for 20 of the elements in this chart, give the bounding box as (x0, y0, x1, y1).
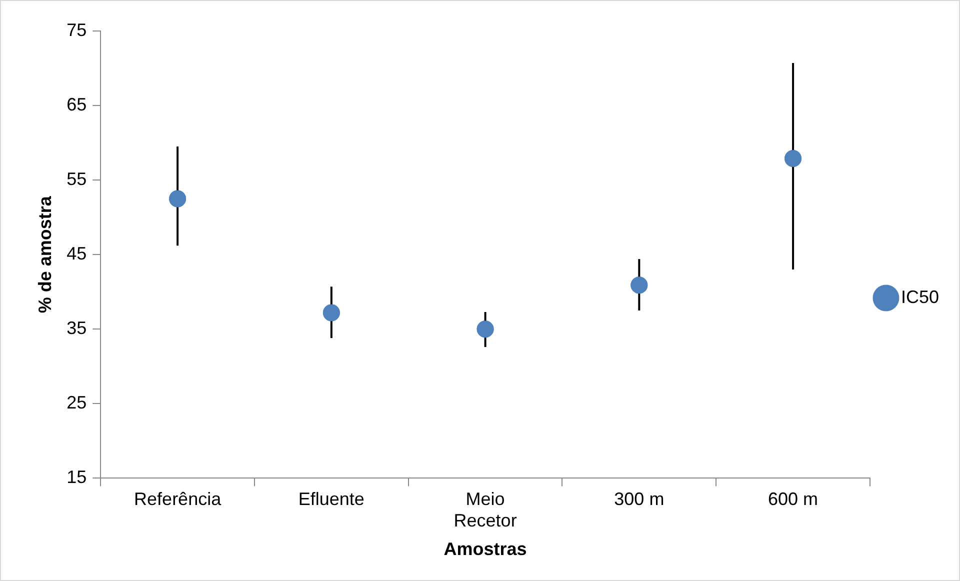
point (784, 150, 802, 167)
point (169, 190, 186, 208)
y-tick-label: 15 (66, 467, 87, 488)
y-tick-label: 75 (66, 20, 87, 40)
x-tick-label: Referência (134, 488, 222, 509)
y-tick-label: 25 (66, 392, 87, 413)
point (476, 320, 494, 338)
y-tick-label: 55 (66, 169, 87, 190)
x-tick-label: 300 m (614, 488, 664, 509)
x-tick-label: Efluente (298, 488, 364, 509)
x-tick-label: Meio Recetor (454, 488, 517, 531)
x-axis-title: Amostras (444, 539, 527, 560)
legend-label: IC50 (900, 286, 940, 307)
x-tick-label: 600 m (768, 488, 818, 509)
y-axis-title: % de amostra (34, 195, 55, 314)
y-tick-label: 45 (66, 244, 87, 264)
y-tick-label: 65 (66, 94, 87, 114)
y-tick-label: 35 (66, 318, 87, 338)
point (630, 276, 648, 294)
point (322, 304, 340, 322)
